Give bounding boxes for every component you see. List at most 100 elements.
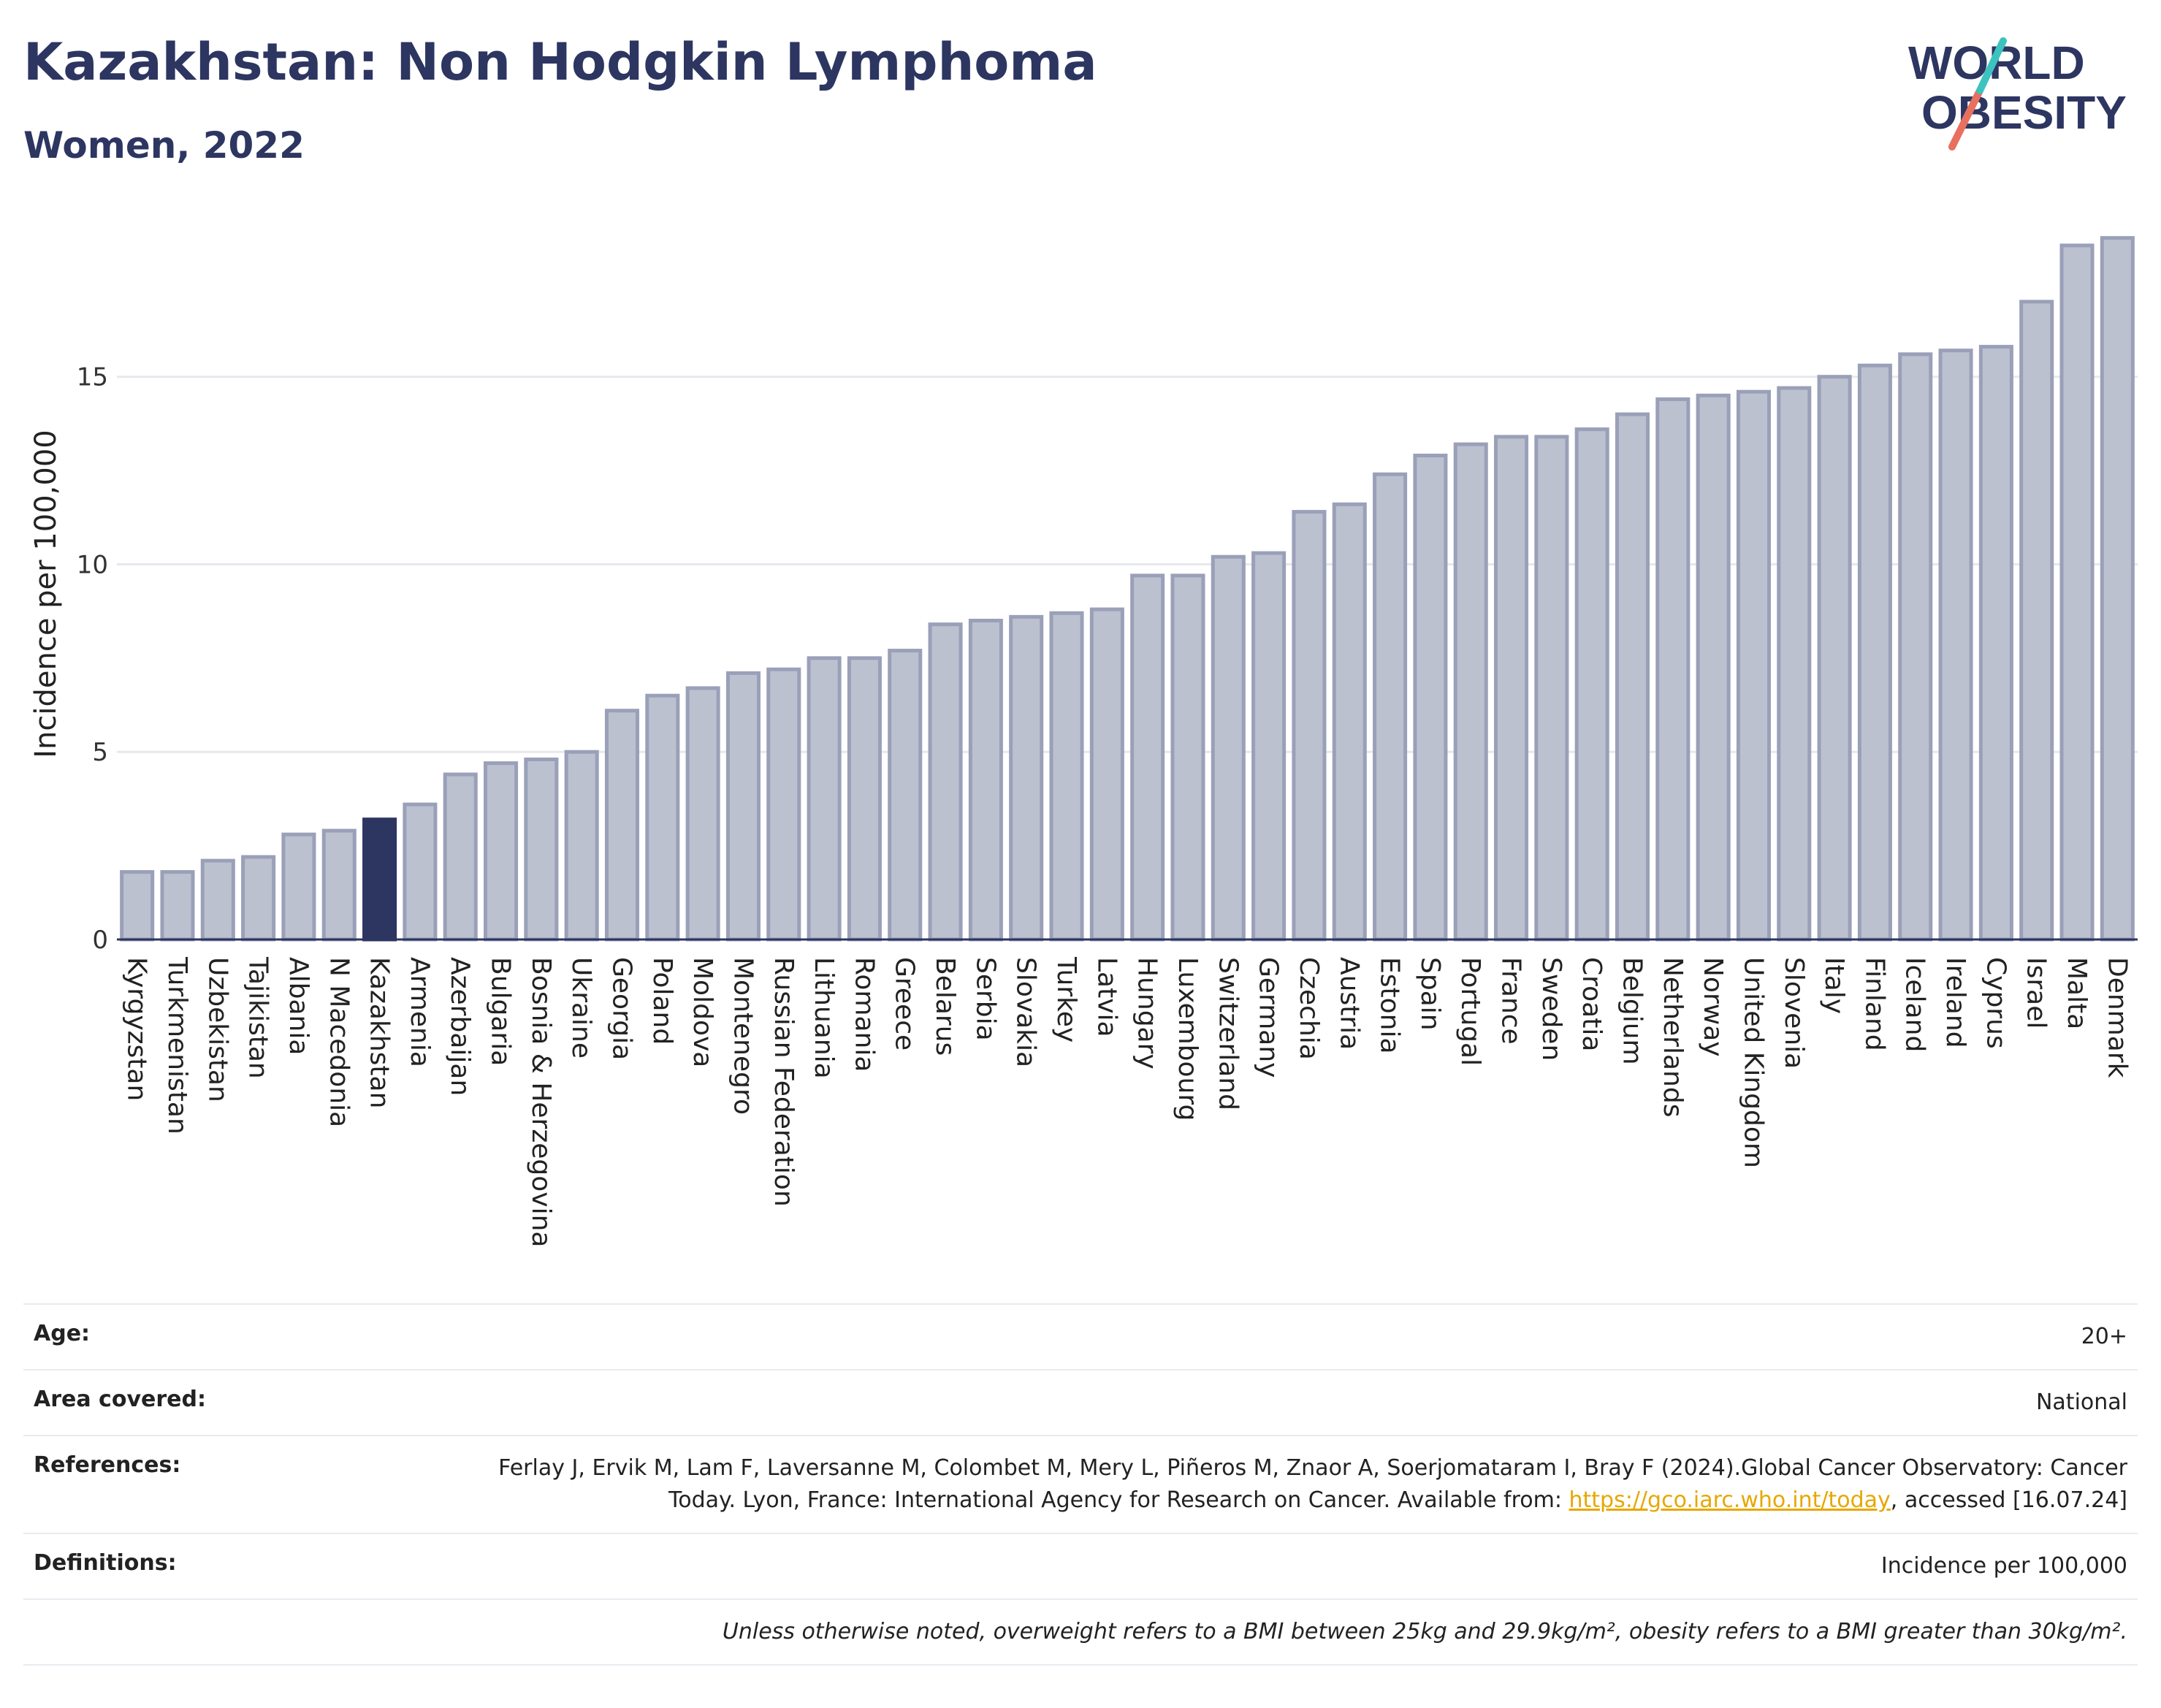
bar-slovenia xyxy=(1777,386,1812,942)
references-label: References: xyxy=(34,1452,181,1478)
references-suffix: , accessed [16.07.24] xyxy=(1890,1487,2127,1513)
y-tick-label: 5 xyxy=(92,738,108,767)
x-tick-label: Latvia xyxy=(1091,957,1121,1037)
references-text: Ferlay J, Ervik M, Lam F, Laversanne M, … xyxy=(498,1455,2127,1513)
bar-ireland xyxy=(1938,348,1973,942)
y-tick-label: 10 xyxy=(77,550,108,579)
bar-slovakia xyxy=(1009,614,1044,942)
info-row-references: References: Ferlay J, Ervik M, Lam F, La… xyxy=(23,1435,2138,1533)
x-tick-label: Czechia xyxy=(1294,957,1324,1060)
x-tick-label: Croatia xyxy=(1577,957,1607,1051)
bar-latvia xyxy=(1089,607,1124,942)
bar-denmark xyxy=(2100,236,2135,942)
x-tick-label: Turkey xyxy=(1051,956,1081,1042)
x-tick-label: Albania xyxy=(283,957,313,1055)
y-tick-label: 0 xyxy=(92,926,108,955)
info-row-age: Age: 20+ xyxy=(23,1303,2138,1369)
info-row-note: Unless otherwise noted, overweight refer… xyxy=(23,1598,2138,1666)
info-row-definitions: Definitions: Incidence per 100,000 xyxy=(23,1533,2138,1598)
x-tick-label: Azerbaijan xyxy=(445,957,475,1096)
bar-finland xyxy=(1857,363,1892,942)
bar-croatia xyxy=(1574,427,1609,942)
bmi-note: Unless otherwise noted, overweight refer… xyxy=(722,1619,2127,1644)
bar-czechia xyxy=(1292,510,1327,942)
x-tick-label: Luxembourg xyxy=(1173,957,1203,1121)
bar-malta xyxy=(2059,243,2095,942)
bar-cyprus xyxy=(1978,345,2013,942)
x-tick-label: Georgia xyxy=(607,957,637,1060)
x-tick-label: Belarus xyxy=(930,957,960,1056)
bar-norway xyxy=(1696,393,1731,942)
bar-chart: 0 5 10 15 Incidence per 100,000 Kyrgyzstan Tur… xyxy=(29,236,2138,1247)
x-tick-label: Ireland xyxy=(1940,957,1970,1048)
x-tick-label: N Macedonia xyxy=(324,957,354,1127)
bar-armenia xyxy=(403,802,438,942)
x-tick-label: Tajikistan xyxy=(243,956,273,1079)
age-label: Age: xyxy=(34,1321,91,1346)
x-tick-label: Serbia xyxy=(970,957,1000,1041)
definitions-label: Definitions: xyxy=(34,1550,177,1576)
age-value: 20+ xyxy=(2081,1324,2127,1349)
info-table: Age: 20+ Area covered: National Referenc… xyxy=(23,1303,2138,1666)
x-tick-label: Israel xyxy=(2021,957,2051,1029)
area-value: National xyxy=(2035,1389,2127,1415)
x-tick-label: Malta xyxy=(2062,957,2092,1029)
bar-sweden xyxy=(1534,435,1569,942)
bar-israel xyxy=(2019,300,2054,942)
x-tick-label: France xyxy=(1496,957,1526,1045)
x-tick-label: Austria xyxy=(1334,957,1364,1050)
page-title: Kazakhstan: Non Hodgkin Lymphoma xyxy=(23,32,1097,92)
bar-albania xyxy=(281,832,316,942)
bar-serbia xyxy=(968,618,1003,942)
definitions-value: Incidence per 100,000 xyxy=(1880,1553,2127,1579)
x-tick-label: Iceland xyxy=(1900,957,1930,1052)
x-tick-label: Uzbekistan xyxy=(202,957,232,1102)
references-value: Ferlay J, Ervik M, Lam F, Laversanne M, … xyxy=(447,1452,2127,1517)
bar-lithuania xyxy=(807,656,842,942)
x-tick-label: Belgium xyxy=(1617,957,1647,1065)
bar-russian-federation xyxy=(766,667,801,942)
bar-belgium xyxy=(1615,412,1650,942)
x-tick-label: Switzerland xyxy=(1213,957,1243,1110)
x-tick-label: Denmark xyxy=(2102,957,2132,1078)
x-tick-label: Russian Federation xyxy=(769,957,799,1207)
bar-kazakhstan xyxy=(362,817,397,942)
bar-united-kingdom xyxy=(1736,389,1771,942)
x-tick-label: Germany xyxy=(1254,957,1284,1078)
x-tick-label: United Kingdom xyxy=(1738,957,1768,1168)
bar-bulgaria xyxy=(484,761,519,942)
x-tick-label: Finland xyxy=(1859,957,1889,1051)
page-subtitle: Women, 2022 xyxy=(23,124,305,167)
y-axis-label: Incidence per 100,000 xyxy=(29,430,63,758)
bar-bosnia-herzegovina xyxy=(524,758,559,942)
bar-austria xyxy=(1332,502,1367,942)
x-tick-label: Norway xyxy=(1698,957,1728,1057)
bar-spain xyxy=(1413,454,1448,942)
x-tick-label: Kazakhstan xyxy=(365,957,395,1108)
bar-uzbekistan xyxy=(200,858,235,942)
x-tick-label: Bosnia & Herzegovina xyxy=(526,957,556,1247)
bar-netherlands xyxy=(1655,397,1691,942)
x-tick-label: Bulgaria xyxy=(486,957,516,1066)
x-tick-label: Slovenia xyxy=(1779,957,1809,1069)
x-tick-label: Lithuania xyxy=(809,957,839,1079)
x-tick-label: Kyrgyzstan xyxy=(122,957,152,1101)
bar-azerbaijan xyxy=(443,772,478,942)
bar-switzerland xyxy=(1211,554,1246,942)
bar-montenegro xyxy=(725,671,761,942)
logo-line2: OBESITY xyxy=(1921,86,2127,139)
x-tick-label: Italy xyxy=(1819,957,1849,1014)
x-tick-label: Ukraine xyxy=(566,957,596,1059)
bar-italy xyxy=(1817,375,1852,942)
bar-moldova xyxy=(685,686,720,942)
bar-estonia xyxy=(1373,472,1408,942)
references-link[interactable]: https://gco.iarc.who.int/today xyxy=(1569,1487,1891,1513)
x-tick-label: Montenegro xyxy=(728,957,758,1115)
bar-france xyxy=(1494,435,1529,942)
x-tick-label: Spain xyxy=(1415,957,1445,1031)
bar-georgia xyxy=(604,709,640,942)
bar-turkey xyxy=(1049,611,1084,942)
x-tick-label: Greece xyxy=(890,957,920,1051)
bar-iceland xyxy=(1898,352,1933,942)
bar-poland xyxy=(645,693,680,942)
